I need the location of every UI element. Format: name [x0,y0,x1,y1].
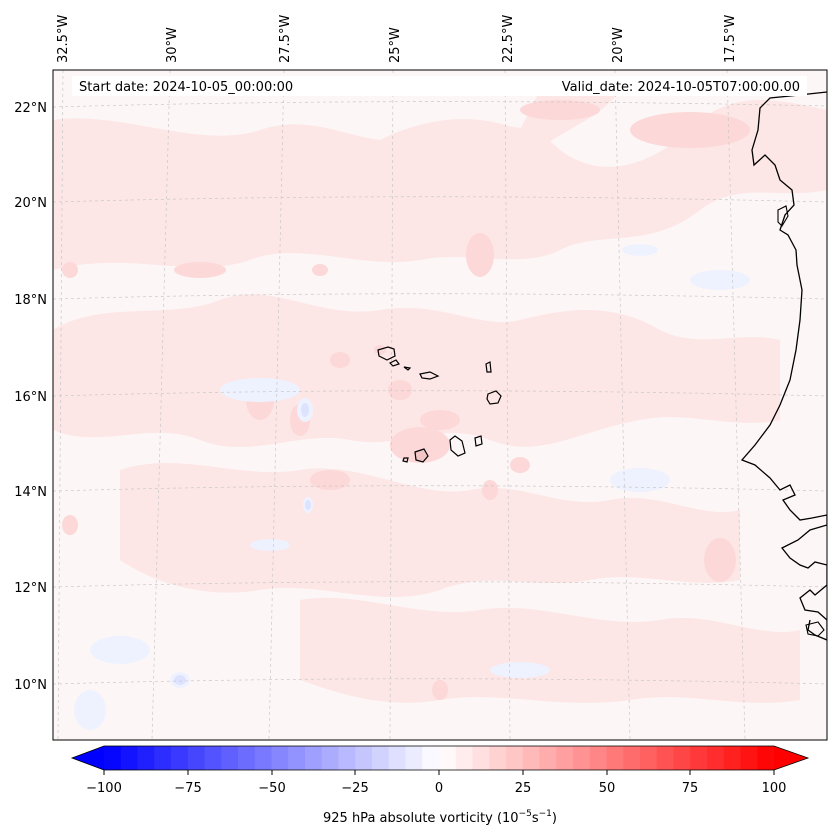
colorbar-cell [556,746,574,770]
colorbar-cell [623,746,641,770]
colorbar-cell [707,746,725,770]
bijagos-islands [805,621,825,637]
colorbar-cell [137,746,155,770]
colorbar-tick-label: −50 [258,781,285,796]
colorbar-cell [238,746,256,770]
graticule [53,70,827,740]
map-frame [52,69,828,741]
lon-label: 22.5°W [501,15,516,63]
colorbar-cell [305,746,323,770]
colorbar-cell [338,746,356,770]
colorbar-cell [288,746,306,770]
colorbar-ticks: −100 −75 −50 −25 0 25 50 75 100 [86,770,786,796]
colorbar-tick-label: 25 [515,781,532,796]
colorbar-cell [757,746,775,770]
lon-label: 20°W [611,27,626,63]
header-band [72,76,807,96]
colorbar-tick-label: 50 [599,781,616,796]
map-area [53,70,827,740]
colorbar-cell [120,746,138,770]
colorbar-cell [187,746,205,770]
colorbar-cell [606,746,624,770]
colorbar: −100 −75 −50 −25 0 25 50 75 100 925 hPa … [70,745,810,826]
colorbar-label: 925 hPa absolute vorticity (10−5s−1) [323,809,557,826]
colorbar-cell [104,746,122,770]
colorbar-cell [673,746,691,770]
colorbar-cell [439,746,457,770]
colorbar-cell [204,746,222,770]
colorbar-cell [221,746,239,770]
colorbar-cells [104,746,775,770]
longitude-labels: 32.5°W 30°W 27.5°W 25°W 22.5°W 20°W 17.5… [56,15,738,63]
coastal-island [777,205,789,227]
lat-label: 20°N [14,196,47,211]
colorbar-cell [589,746,607,770]
vorticity-field-positive [53,90,827,703]
colorbar-extend-low [72,746,104,770]
lat-label: 22°N [14,101,47,116]
colorbar-cell [422,746,440,770]
lat-label: 12°N [14,581,47,596]
african-coastline [740,91,827,641]
lon-label: 17.5°W [723,15,738,63]
colorbar-cell [740,746,758,770]
vorticity-field-positive-strong [62,100,750,700]
lat-label: 18°N [14,293,47,308]
latitude-labels: 22°N 20°N 18°N 16°N 14°N 12°N 10°N [14,101,47,693]
lon-label: 32.5°W [56,15,71,63]
vorticity-field-negative [74,244,750,730]
vorticity-field-negative-strong [174,403,311,685]
colorbar-cell [573,746,591,770]
colorbar-tick-label: −100 [86,781,122,796]
colorbar-cell [271,746,289,770]
cape-verde-islands [377,346,502,463]
colorbar-cell [254,746,272,770]
colorbar-extend-high [774,746,808,770]
colorbar-tick-label: 100 [762,781,787,796]
lat-label: 10°N [14,678,47,693]
lat-label: 16°N [14,390,47,405]
colorbar-cell [723,746,741,770]
colorbar-tick-label: 75 [682,781,699,796]
colorbar-cell [372,746,390,770]
colorbar-cell [171,746,189,770]
colorbar-cell [388,746,406,770]
colorbar-cell [522,746,540,770]
lon-label: 25°W [388,27,403,63]
colorbar-tick-label: −75 [174,781,201,796]
start-date-label: Start date: 2024-10-05_00:00:00 [79,80,293,95]
colorbar-cell [355,746,373,770]
colorbar-cell [640,746,658,770]
colorbar-cell [154,746,172,770]
colorbar-tick-label: −25 [341,781,368,796]
valid-date-label: Valid_date: 2024-10-05T07:00:00.00 [562,80,800,95]
colorbar-cell [321,746,339,770]
colorbar-cell [405,746,423,770]
lat-label: 14°N [14,485,47,500]
colorbar-cell [472,746,490,770]
colorbar-cell [656,746,674,770]
colorbar-cell [455,746,473,770]
lon-label: 27.5°W [278,15,293,63]
colorbar-cell [690,746,708,770]
colorbar-cell [539,746,557,770]
colorbar-tick-label: 0 [435,781,443,796]
lon-label: 30°W [165,27,180,63]
colorbar-cell [506,746,524,770]
colorbar-cell [489,746,507,770]
